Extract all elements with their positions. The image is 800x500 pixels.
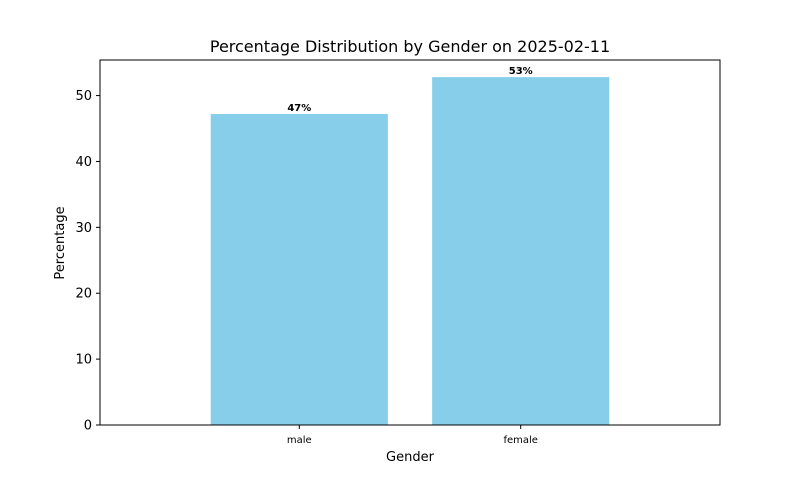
data-label-male: 47% xyxy=(287,103,311,114)
plot-frame xyxy=(99,59,721,426)
bars-group xyxy=(210,77,610,425)
x-axis-ticks: male female xyxy=(287,425,538,446)
y-tick-label-0: 0 xyxy=(84,419,92,434)
y-tick-label-40: 40 xyxy=(75,155,92,170)
y-axis-ticks: 0 10 20 30 40 50 xyxy=(75,89,100,434)
x-tick-label-female: female xyxy=(503,435,537,446)
data-label-female: 53% xyxy=(509,66,533,77)
y-tick-label-30: 30 xyxy=(75,221,92,236)
data-labels-group: 47% 53% xyxy=(287,66,532,114)
y-tick-label-10: 10 xyxy=(75,353,92,368)
bar-female xyxy=(432,77,610,425)
chart-title: Percentage Distribution by Gender on 202… xyxy=(210,37,610,56)
y-axis-title: Percentage xyxy=(53,206,68,279)
y-tick-label-50: 50 xyxy=(75,89,92,104)
y-tick-label-20: 20 xyxy=(75,287,92,302)
bar-male xyxy=(210,114,388,425)
x-tick-label-male: male xyxy=(287,435,312,446)
x-axis-title: Gender xyxy=(386,450,435,465)
